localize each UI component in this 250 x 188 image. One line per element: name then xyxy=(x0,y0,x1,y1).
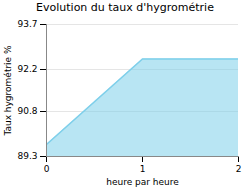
svg-text:92.2: 92.2 xyxy=(17,64,37,74)
svg-text:90.8: 90.8 xyxy=(17,106,37,116)
html-text:Evolution du taux d'hygrométri: Evolution du taux d'hygrométrie xyxy=(36,1,214,14)
svg-text:0: 0 xyxy=(44,164,50,174)
svg-text:Taux hygrométrie %: Taux hygrométrie % xyxy=(3,45,13,137)
svg-text:heure par heure: heure par heure xyxy=(106,177,179,187)
svg-text:93.7: 93.7 xyxy=(17,19,37,29)
svg-text:2: 2 xyxy=(236,164,242,174)
svg-text:89.3: 89.3 xyxy=(17,151,37,161)
svg-text:1: 1 xyxy=(140,164,146,174)
